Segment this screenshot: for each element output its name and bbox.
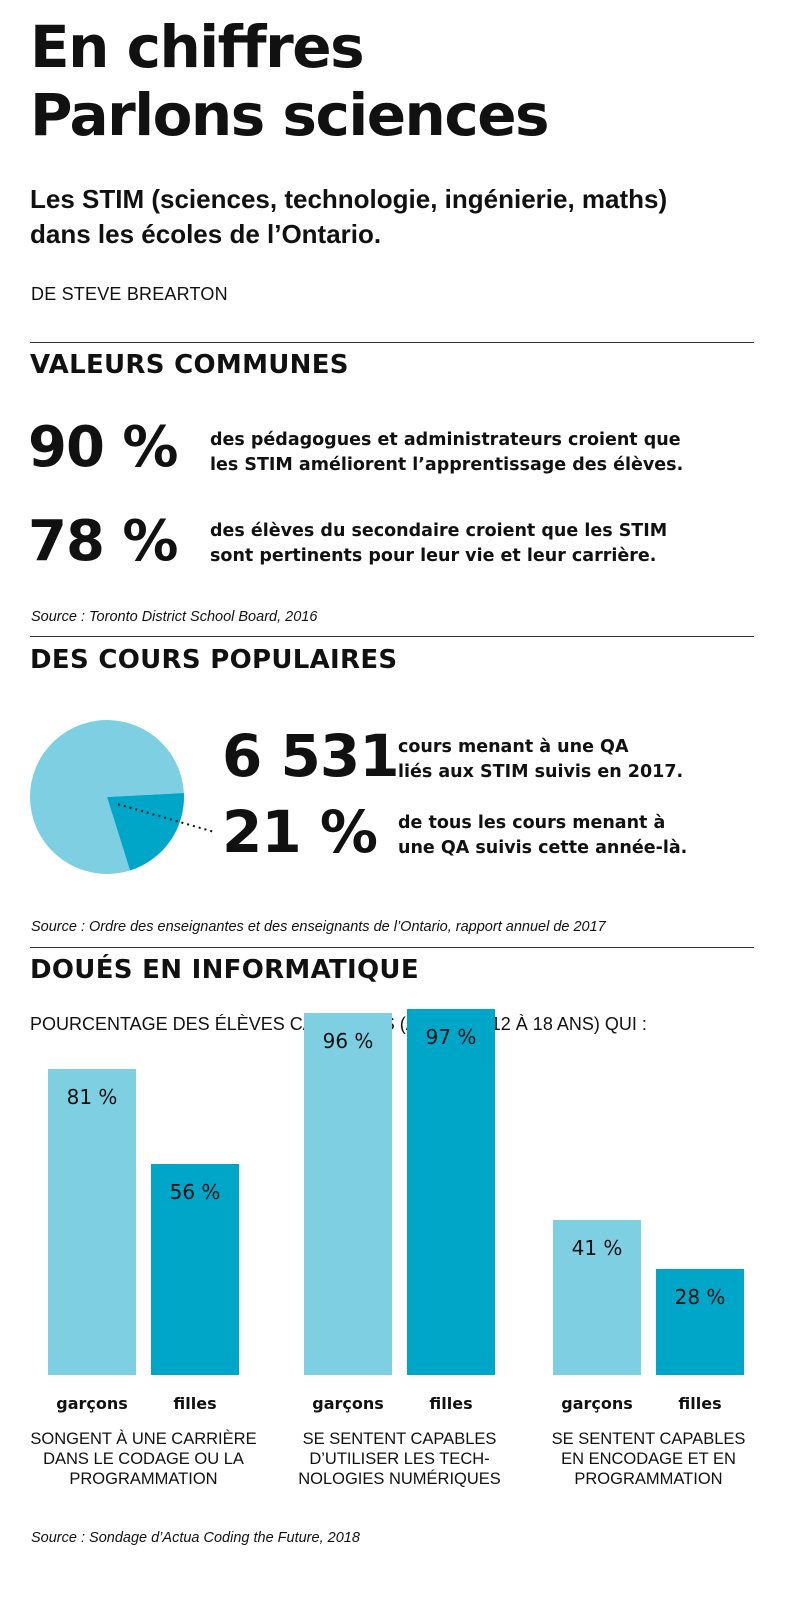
series-label: garçons: [312, 1394, 384, 1413]
stat-value-courses: 6 531: [222, 722, 400, 790]
stat-description-line: sont pertinents pour leur vie et leur ca…: [210, 546, 657, 566]
series-label: garçons: [561, 1394, 633, 1413]
stat-description: des pédagogues et administrateurs croien…: [210, 428, 683, 478]
series-label: filles: [173, 1394, 217, 1413]
byline: DE STEVE BREARTON: [31, 284, 228, 304]
source-note: Source : Toronto District School Board, …: [31, 609, 318, 625]
bar-value-label: 56 %: [169, 1179, 221, 1204]
stat-description: des élèves du secondaire croient que les…: [210, 519, 667, 569]
bar-filles: [656, 1269, 744, 1375]
bar-garcons: [48, 1069, 136, 1375]
stat-description-line: une QA suivis cette année-là.: [398, 838, 688, 858]
page-title-line1: En chiffres: [30, 13, 365, 81]
divider: [30, 636, 754, 637]
bar-filles: [407, 1009, 495, 1375]
stat-description-line: de tous les cours menant à: [398, 813, 666, 833]
pie-leader-line: [117, 803, 216, 834]
divider: [30, 947, 754, 948]
bar-garcons: [553, 1220, 641, 1375]
pie-slice-rest: [29, 720, 184, 874]
stat-description-line: cours menant à une QA: [398, 737, 629, 757]
category-label: SE SENTENT CAPABLES D’UTILISER LES TECH-…: [298, 1430, 501, 1488]
section-heading-valeurs: VALEURS COMMUNES: [30, 350, 349, 380]
pie-slice-highlight: [107, 792, 184, 871]
bar-value-label: 81 %: [66, 1085, 118, 1110]
stat-description-line: les STIM améliorent l’apprentissage des …: [210, 455, 684, 475]
stat-value: 78 %: [28, 509, 179, 574]
divider: [30, 342, 754, 343]
source-note: Source : Ordre des enseignantes et des e…: [31, 919, 606, 935]
stat-description-line: des élèves du secondaire croient que les…: [210, 521, 668, 541]
stat-description: de tous les cours menant à une QA suivis…: [398, 811, 687, 861]
series-label: filles: [678, 1394, 722, 1413]
chart-kicker: POURCENTAGE DES ÉLÈVES CANADIENS (ÂGÉS D…: [30, 1014, 647, 1034]
category-label: SE SENTENT CAPABLES EN ENCODAGE ET EN PR…: [551, 1430, 746, 1488]
category-label: SONGENT À UNE CARRIÈRE DANS LE CODAGE OU…: [30, 1430, 257, 1488]
bar-value-label: 41 %: [571, 1236, 623, 1261]
bar-value-label: 28 %: [674, 1285, 726, 1310]
bar-filles: [151, 1163, 239, 1375]
stat-description-line: liés aux STIM suivis en 2017.: [398, 762, 684, 782]
pie-chart: [29, 720, 216, 874]
series-label: garçons: [56, 1394, 128, 1413]
stat-description: cours menant à une QA liés aux STIM suiv…: [398, 735, 683, 785]
source-note: Source : Sondage d’Actua Coding the Futu…: [31, 1530, 360, 1546]
series-label: filles: [429, 1394, 473, 1413]
stat-value-share: 21 %: [222, 798, 378, 866]
stat-description-line: des pédagogues et administrateurs croien…: [210, 430, 681, 450]
section-heading-informatique: DOUÉS EN INFORMATIQUE: [30, 955, 419, 985]
section-heading-cours: DES COURS POPULAIRES: [30, 645, 398, 675]
stat-value: 90 %: [28, 415, 179, 480]
page-title-line2: Parlons sciences: [30, 81, 550, 149]
bar-garcons: [304, 1012, 392, 1375]
page-subtitle: Les STIM (sciences, technologie, ingénie…: [30, 184, 668, 249]
